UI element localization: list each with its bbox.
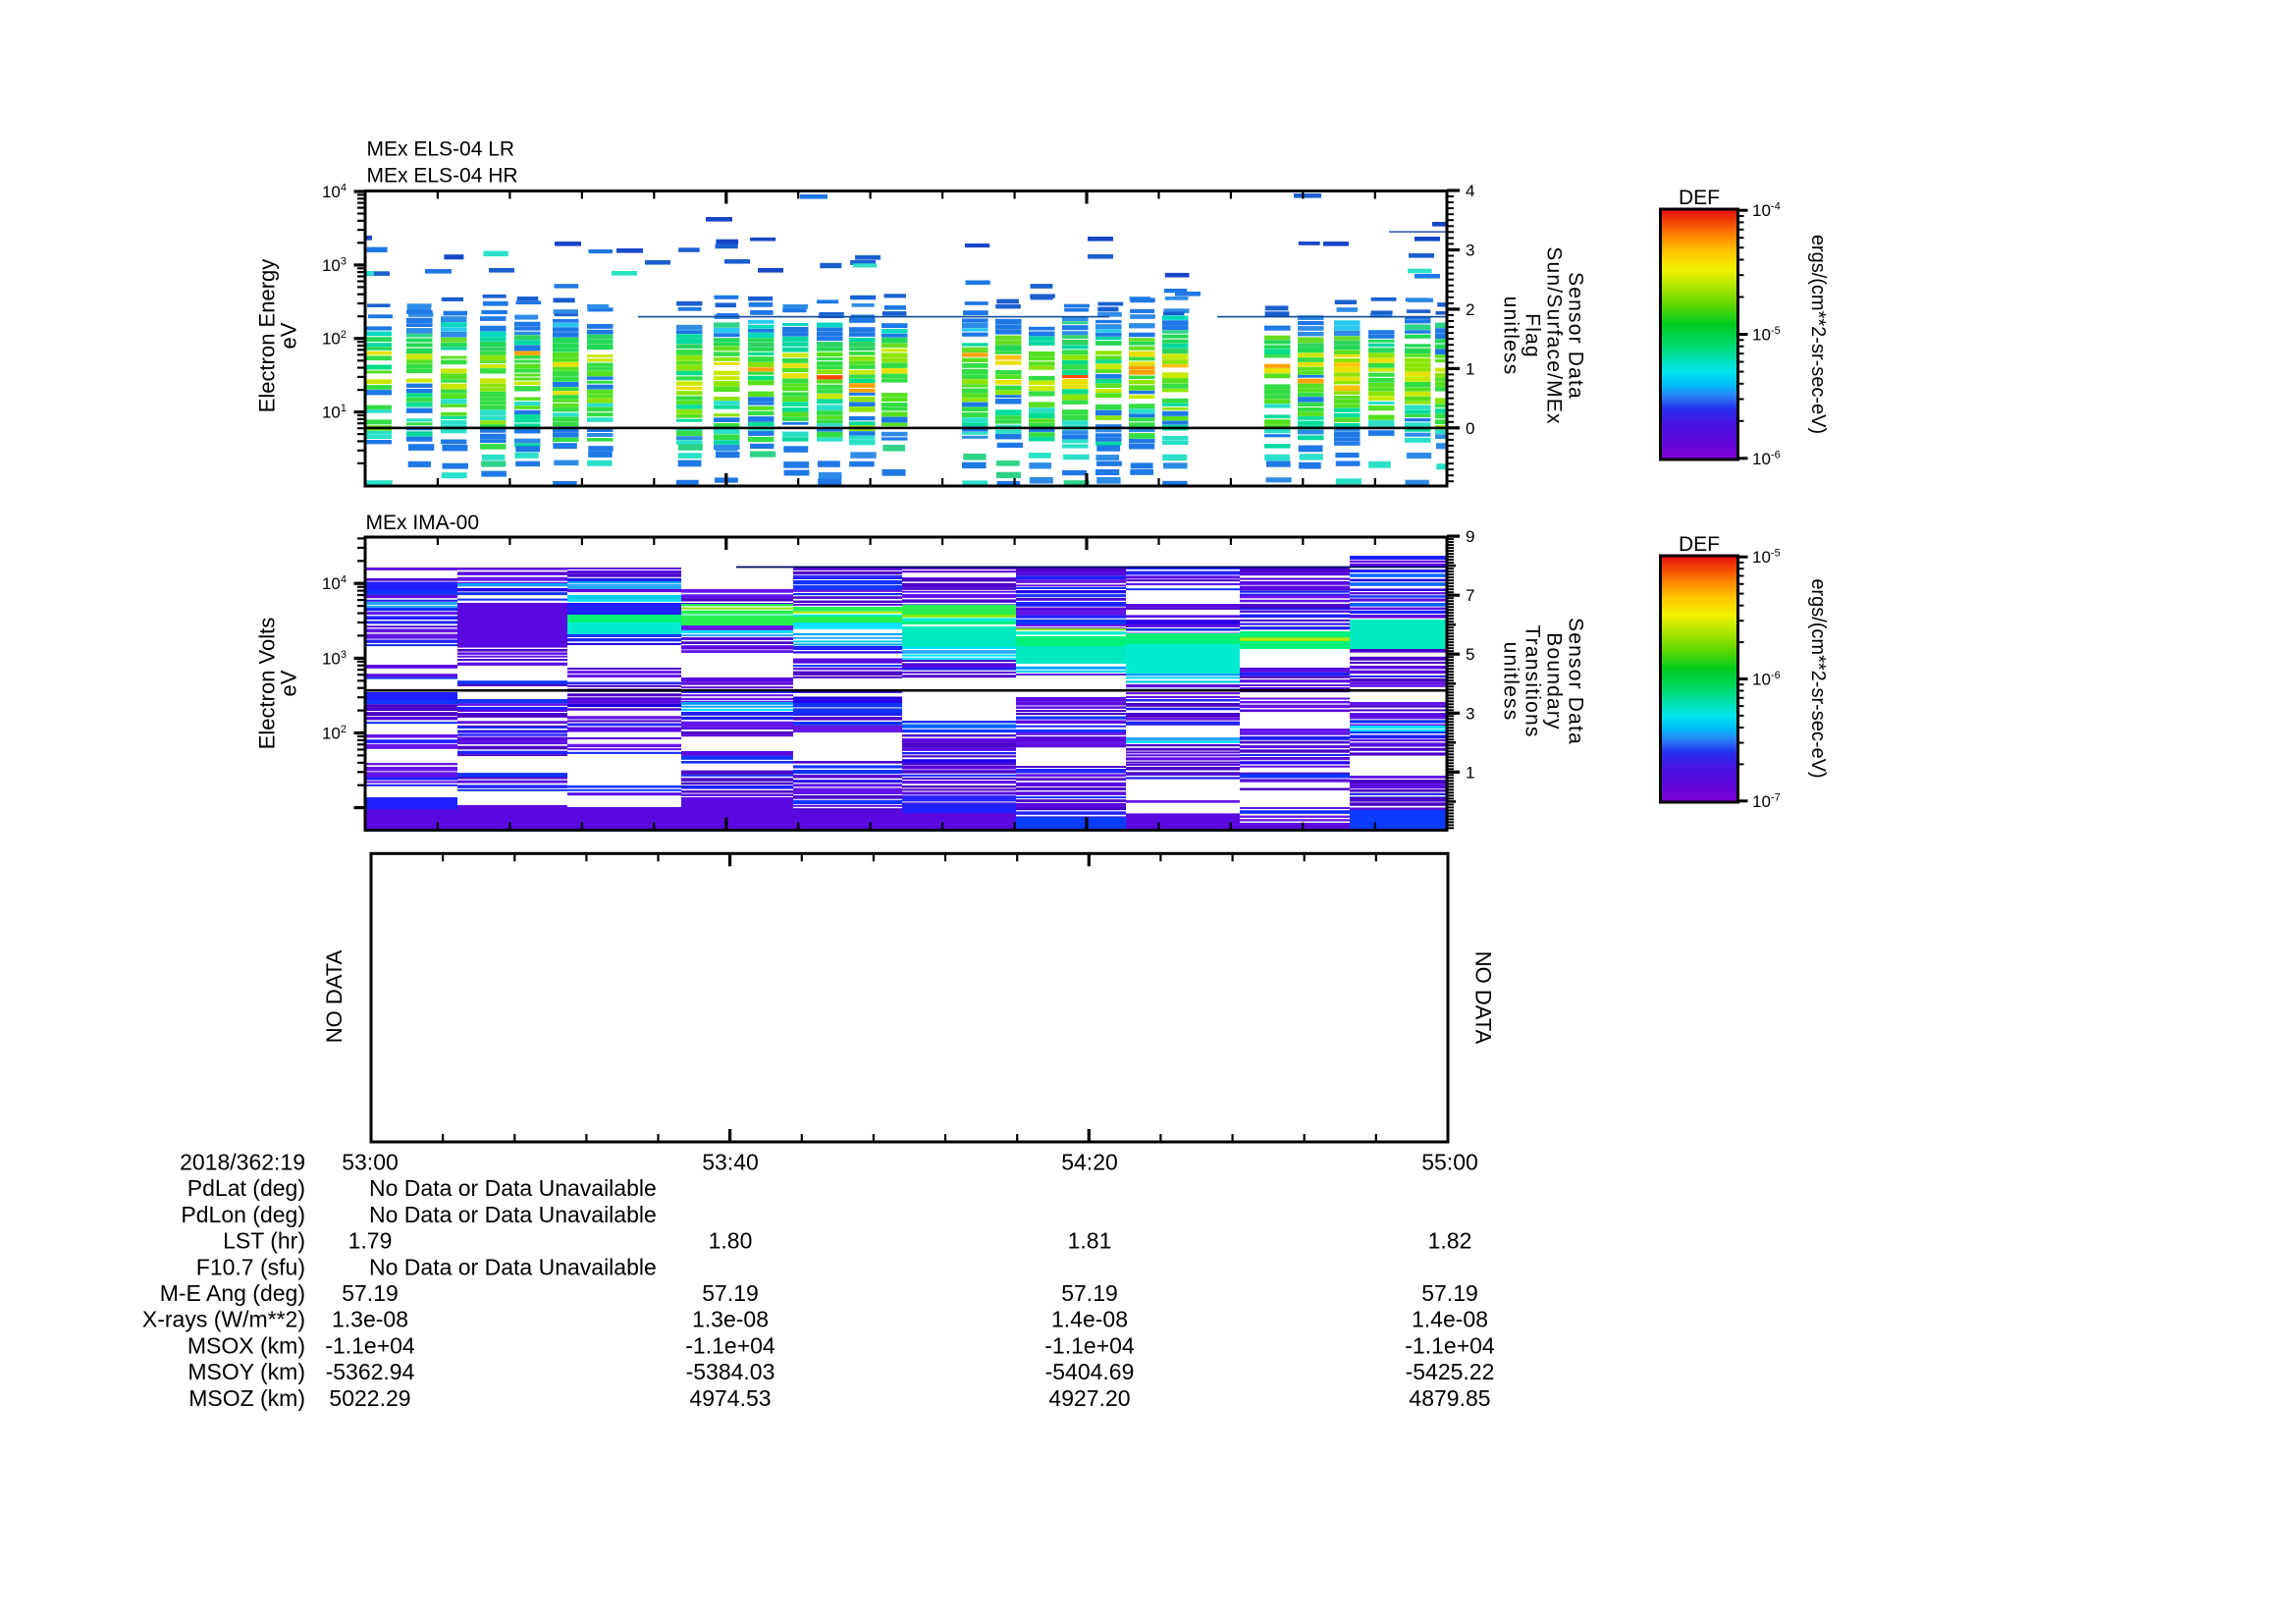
svg-text:PdLat (deg): PdLat (deg) bbox=[187, 1175, 305, 1201]
svg-text:4974.53: 4974.53 bbox=[689, 1385, 771, 1411]
svg-text:Flag: Flag bbox=[1522, 313, 1544, 358]
svg-text:LST (hr): LST (hr) bbox=[223, 1228, 305, 1254]
svg-text:DEF: DEF bbox=[1679, 187, 1720, 209]
svg-text:53:00: 53:00 bbox=[342, 1150, 399, 1175]
svg-text:7: 7 bbox=[1466, 586, 1474, 605]
svg-text:eV: eV bbox=[277, 670, 301, 696]
svg-text:57.19: 57.19 bbox=[1061, 1280, 1118, 1306]
svg-text:103: 103 bbox=[322, 649, 347, 669]
svg-text:104: 104 bbox=[322, 183, 347, 202]
svg-text:Transitions: Transitions bbox=[1522, 624, 1544, 737]
svg-text:Electron Energy: Electron Energy bbox=[255, 259, 280, 413]
svg-text:-1.1e+04: -1.1e+04 bbox=[325, 1332, 415, 1358]
svg-text:102: 102 bbox=[322, 329, 347, 349]
svg-text:4: 4 bbox=[1466, 182, 1474, 200]
svg-text:57.19: 57.19 bbox=[342, 1280, 399, 1306]
svg-text:-1.1e+04: -1.1e+04 bbox=[685, 1332, 775, 1358]
svg-text:1.3e-08: 1.3e-08 bbox=[332, 1307, 408, 1332]
svg-text:Sensor Data: Sensor Data bbox=[1565, 272, 1587, 400]
svg-text:3: 3 bbox=[1466, 242, 1474, 260]
svg-text:-5425.22: -5425.22 bbox=[1406, 1359, 1495, 1384]
svg-text:DEF: DEF bbox=[1679, 533, 1720, 556]
svg-text:MEx IMA-00: MEx IMA-00 bbox=[366, 512, 480, 534]
svg-text:5022.29: 5022.29 bbox=[329, 1385, 410, 1411]
svg-text:No Data or Data Unavailable: No Data or Data Unavailable bbox=[369, 1175, 657, 1201]
svg-text:1: 1 bbox=[1466, 359, 1474, 378]
svg-text:1.4e-08: 1.4e-08 bbox=[1412, 1307, 1488, 1332]
svg-text:101: 101 bbox=[322, 403, 347, 422]
svg-text:102: 102 bbox=[322, 724, 347, 743]
svg-text:57.19: 57.19 bbox=[1421, 1280, 1478, 1306]
svg-text:-5362.94: -5362.94 bbox=[326, 1359, 415, 1384]
svg-text:0: 0 bbox=[1466, 419, 1474, 438]
svg-text:NO DATA: NO DATA bbox=[1471, 951, 1496, 1045]
svg-text:1.80: 1.80 bbox=[709, 1228, 753, 1254]
svg-text:-1.1e+04: -1.1e+04 bbox=[1044, 1332, 1135, 1358]
svg-text:MEx ELS-04 HR: MEx ELS-04 HR bbox=[367, 165, 518, 188]
svg-text:Boundary: Boundary bbox=[1543, 632, 1566, 730]
svg-text:103: 103 bbox=[322, 255, 347, 275]
svg-text:4879.85: 4879.85 bbox=[1409, 1385, 1490, 1411]
svg-text:57.19: 57.19 bbox=[702, 1280, 759, 1306]
svg-text:1.3e-08: 1.3e-08 bbox=[692, 1307, 769, 1332]
svg-text:-1.1e+04: -1.1e+04 bbox=[1405, 1332, 1495, 1358]
svg-text:Sensor Data: Sensor Data bbox=[1565, 618, 1587, 745]
svg-text:X-rays (W/m**2): X-rays (W/m**2) bbox=[142, 1307, 305, 1332]
svg-text:MSOX (km): MSOX (km) bbox=[187, 1332, 305, 1358]
svg-text:1.79: 1.79 bbox=[348, 1228, 393, 1254]
svg-text:No Data or Data Unavailable: No Data or Data Unavailable bbox=[369, 1254, 657, 1279]
svg-text:F10.7 (sfu): F10.7 (sfu) bbox=[196, 1254, 305, 1279]
svg-text:-5404.69: -5404.69 bbox=[1045, 1359, 1135, 1384]
svg-text:1: 1 bbox=[1466, 763, 1474, 782]
svg-text:Electron Volts: Electron Volts bbox=[255, 618, 280, 750]
svg-text:ergs/(cm**2-sr-sec-eV): ergs/(cm**2-sr-sec-eV) bbox=[1807, 235, 1829, 434]
svg-text:MEx ELS-04 LR: MEx ELS-04 LR bbox=[367, 137, 515, 160]
svg-text:2: 2 bbox=[1466, 300, 1474, 319]
svg-text:-5384.03: -5384.03 bbox=[686, 1359, 775, 1384]
svg-text:No Data or Data Unavailable: No Data or Data Unavailable bbox=[369, 1202, 657, 1227]
svg-text:9: 9 bbox=[1466, 527, 1474, 546]
svg-text:3: 3 bbox=[1466, 704, 1474, 723]
svg-text:NO DATA: NO DATA bbox=[322, 949, 347, 1043]
svg-text:1.81: 1.81 bbox=[1068, 1228, 1112, 1254]
svg-text:unitless: unitless bbox=[1500, 642, 1522, 722]
svg-text:ergs/(cm**2-sr-sec-eV): ergs/(cm**2-sr-sec-eV) bbox=[1807, 578, 1829, 778]
svg-text:104: 104 bbox=[322, 574, 347, 594]
svg-text:54:20: 54:20 bbox=[1061, 1150, 1118, 1175]
svg-text:5: 5 bbox=[1466, 645, 1474, 664]
svg-text:eV: eV bbox=[277, 322, 301, 349]
svg-text:PdLon (deg): PdLon (deg) bbox=[181, 1202, 305, 1227]
svg-text:M-E Ang (deg): M-E Ang (deg) bbox=[160, 1280, 305, 1306]
svg-text:Sun/Surface/MEx: Sun/Surface/MEx bbox=[1543, 246, 1566, 424]
svg-text:1.82: 1.82 bbox=[1428, 1228, 1472, 1254]
svg-text:MSOZ (km): MSOZ (km) bbox=[188, 1385, 305, 1411]
svg-text:unitless: unitless bbox=[1500, 297, 1522, 376]
svg-text:53:40: 53:40 bbox=[702, 1150, 759, 1175]
svg-text:MSOY (km): MSOY (km) bbox=[187, 1359, 305, 1384]
svg-text:4927.20: 4927.20 bbox=[1048, 1385, 1130, 1411]
svg-text:2018/362:19: 2018/362:19 bbox=[180, 1150, 305, 1175]
svg-text:55:00: 55:00 bbox=[1421, 1150, 1478, 1175]
svg-text:1.4e-08: 1.4e-08 bbox=[1051, 1307, 1128, 1332]
